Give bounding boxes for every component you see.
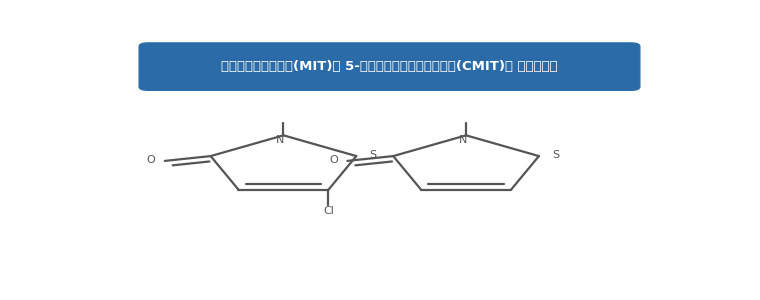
Text: O: O (147, 155, 155, 165)
Text: 메틸이소티아졸리논(MIT)와 5-클로로메틸이소티아졸리논(CMIT)의 화학구조식: 메틸이소티아졸리논(MIT)와 5-클로로메틸이소티아졸리논(CMIT)의 화학… (221, 60, 558, 73)
Text: O: O (329, 155, 338, 165)
Text: N: N (459, 134, 467, 145)
FancyBboxPatch shape (139, 43, 640, 90)
Text: S: S (369, 151, 377, 160)
Text: Cl: Cl (323, 206, 334, 216)
Text: S: S (553, 151, 559, 160)
Text: N: N (276, 134, 284, 145)
